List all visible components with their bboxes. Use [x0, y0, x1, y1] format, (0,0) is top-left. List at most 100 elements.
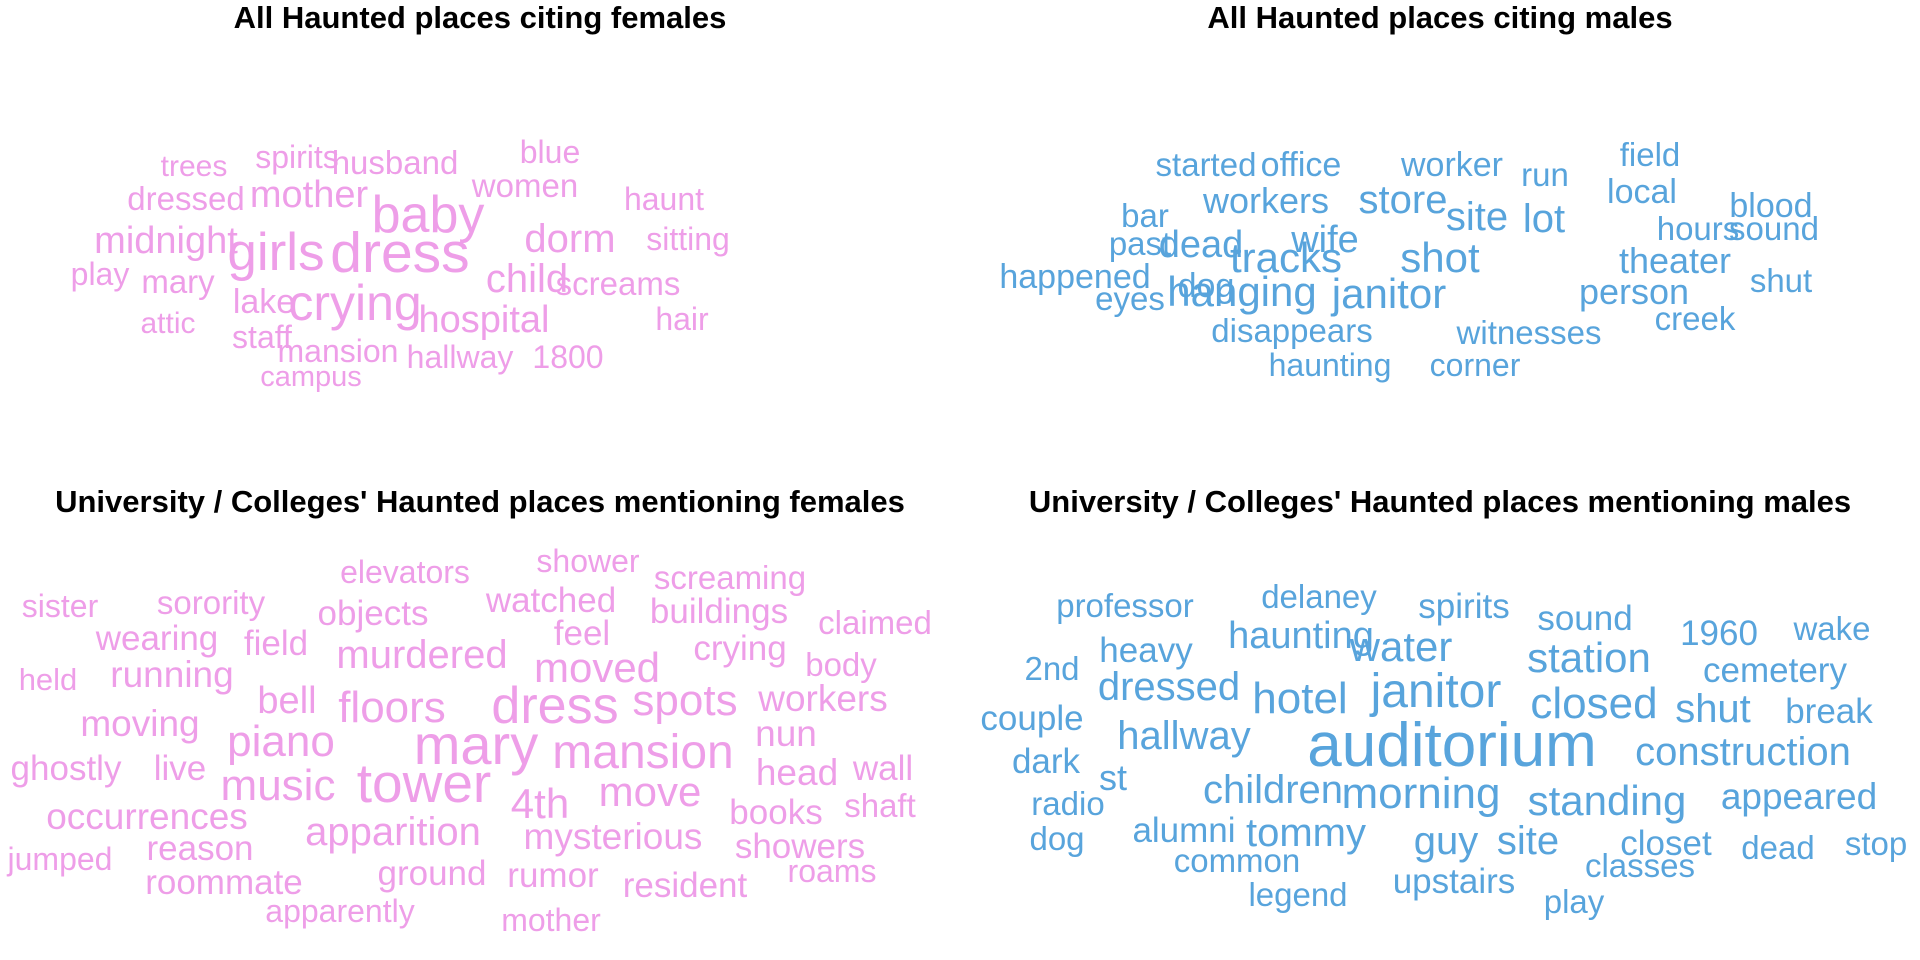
word-roams: roams: [788, 853, 877, 889]
word-midnight: midnight: [94, 220, 238, 262]
word-hotel: hotel: [1252, 674, 1347, 723]
word-4th: 4th: [511, 780, 569, 827]
word-move: move: [599, 768, 702, 815]
word-showers: showers: [735, 827, 865, 866]
word-hanging: hanging: [1167, 268, 1316, 315]
word-women: women: [471, 167, 578, 204]
word-standing: standing: [1528, 777, 1687, 824]
wordcloud-panel-university-females: University / Colleges' Haunted places me…: [0, 480, 960, 960]
word-blue: blue: [520, 134, 581, 170]
word-happened: happened: [999, 258, 1150, 296]
word-girls: girls: [227, 223, 324, 282]
word-elevators: elevators: [340, 554, 470, 590]
word-auditorium: auditorium: [1307, 711, 1596, 780]
word-apparition: apparition: [305, 810, 481, 854]
word-professor: professor: [1056, 587, 1194, 624]
word-started: started: [1156, 146, 1257, 183]
word-screaming: screaming: [654, 559, 806, 596]
word-st: st: [1099, 757, 1127, 798]
word-construction: construction: [1635, 730, 1851, 774]
word-dress: dress: [330, 221, 469, 285]
word-nun: nun: [755, 713, 817, 754]
word-couple: couple: [980, 699, 1083, 738]
word-lot: lot: [1523, 197, 1565, 241]
word-tommy: tommy: [1246, 811, 1366, 855]
word-local: local: [1607, 173, 1677, 211]
word-head: head: [756, 752, 838, 793]
word-shot: shot: [1400, 234, 1480, 281]
word-shut: shut: [1675, 687, 1751, 731]
word-ghostly: ghostly: [11, 749, 122, 788]
word-staff: staff: [232, 319, 292, 355]
word-classes: classes: [1585, 847, 1695, 884]
word-play: play: [1544, 883, 1605, 920]
word-mother: mother: [501, 902, 601, 938]
word-worker: worker: [1400, 146, 1503, 184]
word-children: children: [1203, 768, 1343, 812]
word-corner: corner: [1430, 347, 1521, 383]
word-sorority: sorority: [157, 584, 266, 621]
word-eyes: eyes: [1095, 280, 1165, 317]
word-murdered: murdered: [336, 633, 507, 677]
word-field: field: [1620, 136, 1681, 173]
word-dressed: dressed: [127, 180, 244, 217]
word-stop: stop: [1845, 825, 1907, 862]
word-mary: mary: [414, 713, 538, 776]
word-mansion: mansion: [552, 726, 733, 779]
word-theater: theater: [1619, 240, 1731, 281]
word-spirits: spirits: [1418, 587, 1509, 626]
word-haunting: haunting: [1269, 347, 1392, 383]
word-body: body: [805, 646, 877, 683]
word-office: office: [1261, 146, 1342, 184]
word-delaney: delaney: [1261, 578, 1377, 615]
wordcloud-panel-university-males: University / Colleges' Haunted places me…: [960, 480, 1920, 960]
word-occurrences: occurrences: [46, 796, 248, 837]
word-buildings: buildings: [650, 592, 788, 631]
word-held: held: [19, 662, 78, 697]
word-shaft: shaft: [844, 787, 916, 824]
word-radio: radio: [1031, 785, 1104, 822]
word-mansion: mansion: [278, 333, 399, 369]
word-bar: bar: [1121, 197, 1169, 234]
chart-title: All Haunted places citing females: [233, 0, 727, 35]
word-disappears: disappears: [1211, 312, 1372, 349]
word-hallway: hallway: [1117, 714, 1250, 758]
word-piano: piano: [227, 717, 335, 766]
word-guy: guy: [1414, 819, 1479, 863]
word-wake: wake: [1792, 610, 1870, 647]
chart-title: University / Colleges' Haunted places me…: [1028, 484, 1852, 519]
word-objects: objects: [318, 594, 429, 633]
word-blood: blood: [1729, 187, 1812, 225]
word-closet: closet: [1620, 824, 1712, 863]
word-ground: ground: [378, 854, 487, 893]
word-dress: dress: [491, 677, 618, 735]
word-play: play: [71, 256, 130, 292]
word-claimed: claimed: [818, 604, 932, 641]
word-resident: resident: [623, 866, 748, 905]
word-closed: closed: [1530, 679, 1657, 728]
word-moved: moved: [534, 644, 660, 691]
word-1800: 1800: [532, 339, 603, 375]
word-1960: 1960: [1680, 614, 1758, 653]
word-janitor: janitor: [1330, 270, 1446, 317]
word-wall: wall: [852, 749, 913, 788]
word-hours: hours: [1657, 210, 1740, 247]
word-watched: watched: [485, 581, 616, 620]
word-husband: husband: [332, 144, 459, 181]
word-crying: crying: [693, 629, 786, 668]
word-wife: wife: [1290, 219, 1359, 261]
word-screams: screams: [556, 265, 681, 302]
word-common: common: [1174, 842, 1301, 879]
wordcloud-panel-all-males: All Haunted places citing males tracks sh…: [960, 0, 1920, 480]
word-hair: hair: [655, 301, 709, 337]
word-workers: workers: [757, 678, 888, 719]
word-hallway: hallway: [407, 339, 514, 375]
word-attic: attic: [140, 307, 195, 340]
word-live: live: [154, 749, 207, 788]
word-person: person: [1579, 271, 1689, 312]
word-rumor: rumor: [507, 856, 599, 895]
word-break: break: [1785, 692, 1873, 731]
word-sister: sister: [22, 588, 99, 624]
word-heavy: heavy: [1099, 631, 1193, 670]
